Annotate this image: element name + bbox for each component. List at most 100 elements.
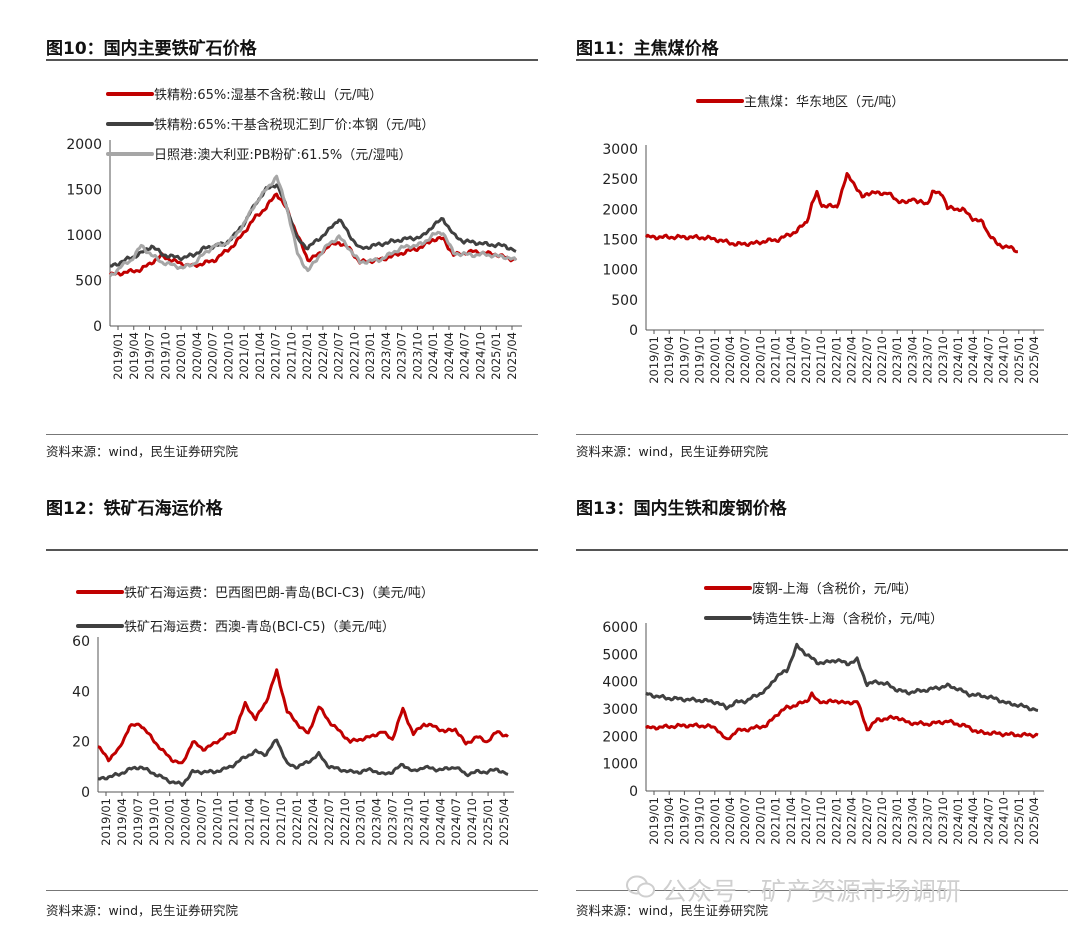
- x-tick-label: 2023/04: [379, 332, 393, 380]
- legend-item: 日照港:澳大利亚:PB粉矿:61.5%（元/湿吨）: [106, 147, 412, 163]
- x-tick-label: 2023/10: [410, 332, 424, 380]
- x-tick-label: 2019/07: [677, 336, 691, 384]
- source-divider: [46, 434, 538, 435]
- x-tick-label: 2021/01: [769, 336, 783, 384]
- x-tick-label: 2021/04: [253, 332, 267, 380]
- x-tick-label: 2019/04: [127, 332, 141, 380]
- x-tick-label: 2022/01: [290, 798, 304, 846]
- x-tick-label: 2019/07: [131, 798, 145, 846]
- source-note: 资料来源：wind，民生证券研究院: [576, 903, 769, 918]
- y-tick-label: 2000: [66, 137, 102, 153]
- x-tick-label: 2020/04: [723, 336, 737, 384]
- y-tick-label: 0: [93, 319, 102, 335]
- x-tick-label: 2021/10: [814, 797, 828, 845]
- source-note: 资料来源：wind，民生证券研究院: [46, 444, 239, 459]
- x-tick-label: 2020/04: [190, 332, 204, 380]
- wechat-icon: [626, 875, 655, 898]
- x-tick-label: 2019/10: [158, 332, 172, 380]
- x-tick-label: 2022/10: [347, 332, 361, 380]
- chart-title: 图12：铁矿石海运价格: [46, 499, 223, 519]
- x-tick-label: 2019/10: [693, 336, 707, 384]
- y-tick-label: 1000: [66, 228, 102, 244]
- x-tick-label: 2023/04: [905, 336, 919, 384]
- x-tick-label: 2023/10: [936, 336, 950, 384]
- x-tick-label: 2023/07: [395, 332, 409, 380]
- source-divider: [576, 890, 1068, 891]
- x-tick-label: 2020/10: [753, 797, 767, 845]
- x-tick-label: 2024/07: [981, 336, 995, 384]
- x-tick-label: 2022/10: [875, 336, 889, 384]
- x-tick-label: 2022/10: [338, 798, 352, 846]
- x-tick-label: 2024/10: [997, 797, 1011, 845]
- y-tick-label: 500: [611, 293, 638, 309]
- x-tick-label: 2022/01: [829, 797, 843, 845]
- title-divider: [46, 59, 538, 61]
- x-tick-label: 2022/01: [300, 332, 314, 380]
- chart-title: 图10：国内主要铁矿石价格: [46, 39, 257, 59]
- x-tick-label: 2024/01: [951, 336, 965, 384]
- x-tick-label: 2025/04: [1027, 336, 1041, 384]
- legend-label: 废钢-上海（含税价，元/吨）: [752, 581, 917, 597]
- x-tick-label: 2019/01: [647, 797, 661, 845]
- x-tick-label: 2025/01: [1012, 336, 1026, 384]
- y-tick-label: 1000: [602, 757, 638, 773]
- series-line: [108, 174, 518, 277]
- x-tick-label: 2020/07: [195, 798, 209, 846]
- chart-title: 图11：主焦煤价格: [576, 39, 719, 59]
- y-tick-label: 40: [72, 684, 90, 700]
- x-tick-label: 2022/07: [860, 797, 874, 845]
- series-line: [97, 738, 509, 787]
- x-tick-label: 2021/04: [242, 798, 256, 846]
- series-line: [644, 691, 1039, 741]
- x-tick-label: 2023/07: [921, 336, 935, 384]
- legend-label: 日照港:澳大利亚:PB粉矿:61.5%（元/湿吨）: [154, 147, 412, 163]
- y-tick-label: 2000: [602, 202, 638, 218]
- legend-item: 铁精粉:65%:干基含税现汇到厂价:本钢（元/吨）: [106, 117, 434, 133]
- x-tick-label: 2019/07: [677, 797, 691, 845]
- x-tick-label: 2020/01: [174, 332, 188, 380]
- x-tick-label: 2022/04: [316, 332, 330, 380]
- y-tick-label: 6000: [602, 620, 638, 636]
- x-tick-label: 2019/07: [143, 332, 157, 380]
- x-tick-label: 2024/01: [417, 798, 431, 846]
- x-tick-label: 2021/10: [814, 336, 828, 384]
- x-tick-label: 2025/04: [505, 332, 519, 380]
- x-tick-label: 2021/04: [784, 797, 798, 845]
- x-tick-label: 2019/10: [147, 798, 161, 846]
- y-tick-label: 4000: [602, 675, 638, 691]
- x-tick-label: 2024/10: [997, 336, 1011, 384]
- y-tick-label: 1500: [66, 183, 102, 199]
- x-tick-label: 2021/01: [237, 332, 251, 380]
- x-tick-label: 2021/07: [269, 332, 283, 380]
- x-tick-label: 2020/04: [723, 797, 737, 845]
- chart-panel-iron-ore: 图10：国内主要铁矿石价格 0 500 1000 1500 2000 2019/01 201…: [46, 34, 538, 474]
- x-tick-label: 2020/04: [179, 798, 193, 846]
- y-tick-label: 3000: [602, 702, 638, 718]
- x-tick-label: 2020/10: [753, 336, 767, 384]
- x-tick-label: 2024/01: [426, 332, 440, 380]
- x-tick-label: 2023/01: [890, 797, 904, 845]
- x-tick-label: 2024/04: [966, 336, 980, 384]
- y-tick-label: 2500: [602, 172, 638, 188]
- x-tick-label: 2019/01: [111, 332, 125, 380]
- x-tick-label: 2022/04: [845, 336, 859, 384]
- x-tick-label: 2023/07: [921, 797, 935, 845]
- series-line: [108, 192, 517, 277]
- x-tick-label: 2025/01: [489, 332, 503, 380]
- x-tick-label: 2024/10: [473, 332, 487, 380]
- x-tick-label: 2022/07: [860, 336, 874, 384]
- y-tick-label: 5000: [602, 647, 638, 663]
- chart-title: 图13：国内生铁和废钢价格: [576, 499, 787, 519]
- title-divider: [576, 59, 1068, 61]
- x-tick-label: 2023/04: [370, 798, 384, 846]
- title-divider: [576, 549, 1068, 551]
- x-tick-label: 2025/01: [481, 798, 495, 846]
- x-tick-label: 2022/01: [829, 336, 843, 384]
- x-tick-label: 2022/04: [306, 798, 320, 846]
- x-tick-label: 2020/01: [163, 798, 177, 846]
- x-tick-label: 2022/10: [875, 797, 889, 845]
- x-tick-label: 2021/10: [284, 332, 298, 380]
- legend-item: 铁矿石海运费：巴西图巴朗-青岛(BCI-C3)（美元/吨）: [76, 585, 434, 601]
